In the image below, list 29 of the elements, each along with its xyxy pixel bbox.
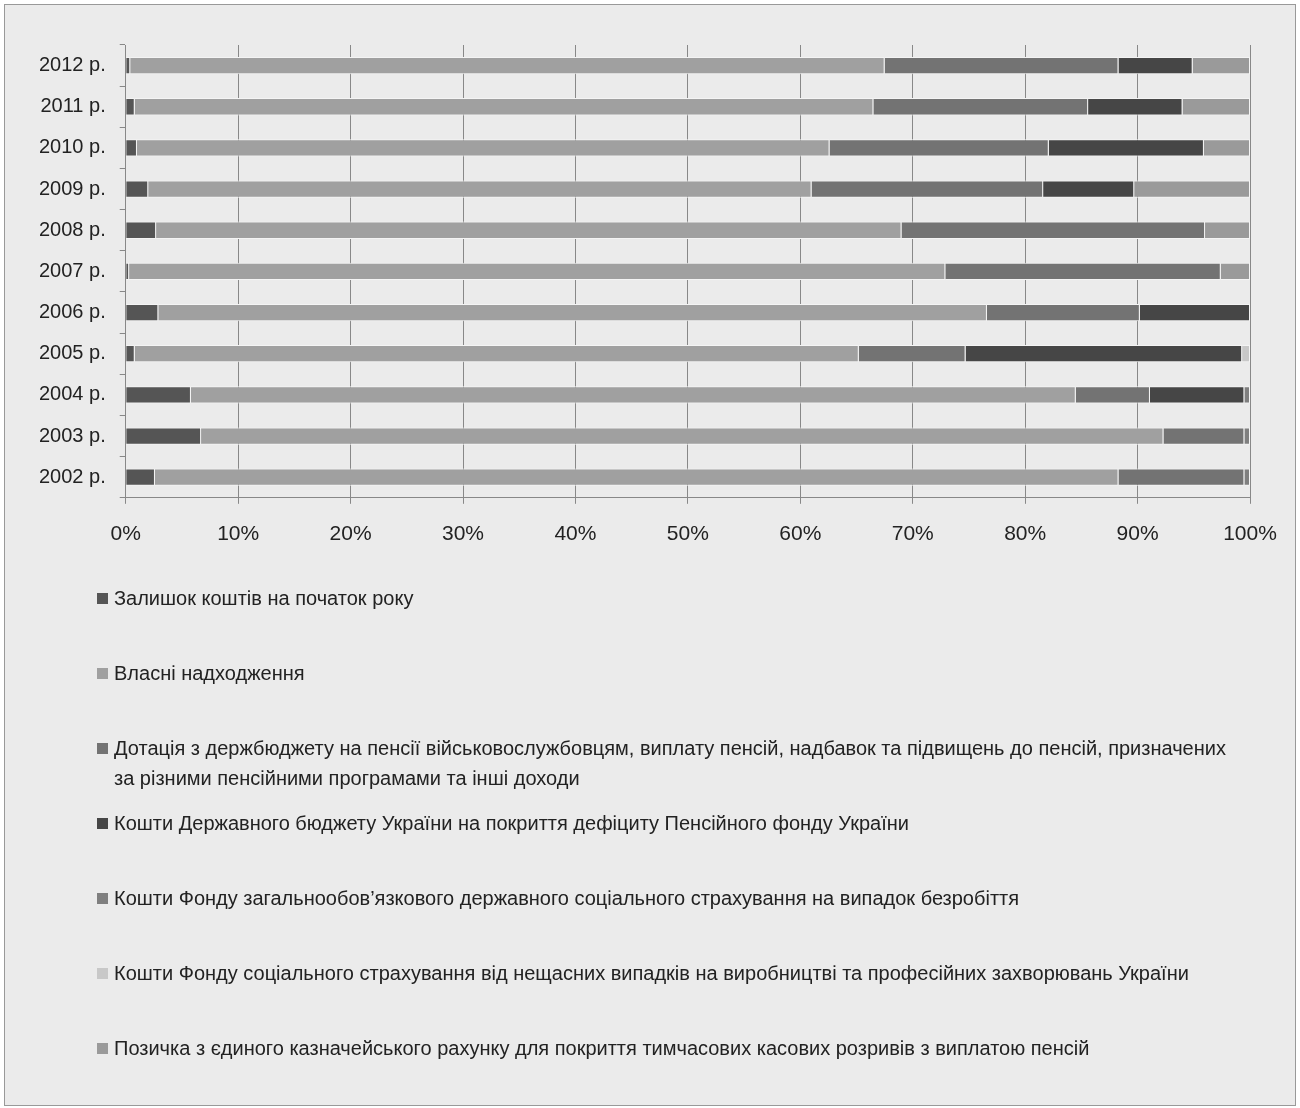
x-tick-label: 100%	[1223, 521, 1277, 545]
x-tick-label: 60%	[779, 521, 822, 545]
legend-label: Власні надходження	[114, 661, 305, 686]
x-tick-label: 80%	[1004, 521, 1047, 545]
y-tick-label: 2007 р.	[38, 258, 106, 281]
y-tick-label: 2011 р.	[40, 94, 106, 117]
legend-label: Позичка з єдиного казначейського рахунку для покриття тимчасових касових розривів з виплатою пенсій	[114, 1036, 1090, 1061]
y-tick-label: 2006 р.	[38, 300, 106, 323]
y-tick-label: 2010 р.	[38, 135, 106, 158]
y-tick-label: 2004 р.	[38, 382, 106, 405]
x-tick-label: 50%	[666, 521, 709, 545]
y-tick-label: 2009 р.	[38, 176, 106, 199]
y-tick-label: 2002 р.	[38, 464, 106, 487]
x-tick-label: 90%	[1116, 521, 1159, 545]
y-tick-label: 2012 р.	[38, 53, 106, 76]
x-tick-label: 0%	[110, 521, 141, 545]
x-tick-label: 30%	[441, 521, 485, 545]
y-tick-label: 2005 р.	[38, 341, 106, 364]
x-tick-label: 70%	[891, 521, 934, 545]
legend-label: Кошти Державного бюджету України на покриття дефіциту Пенсійного фонду України	[114, 811, 909, 836]
x-tick-label: 10%	[217, 521, 260, 545]
y-tick-label: 2003 р.	[38, 423, 106, 446]
x-tick-label: 40%	[554, 521, 597, 545]
y-tick-label: 2008 р.	[38, 217, 106, 240]
legend-label: Дотація з держбюджету на пенсії військовослужбовцям, виплату пенсій, надбавок та підвищень до пенсій, призначених за різними пенсійними програмами та інші доходи	[114, 736, 1227, 791]
legend-label: Залишок коштів на початок року	[114, 586, 414, 611]
legend-label: Кошти Фонду загальнообов’язкового державного соціального страхування на випадок безробіття	[114, 886, 1020, 911]
legend-label: Кошти Фонду соціального страхування від нещасних випадків на виробництві та професійних захворювань України	[114, 961, 1189, 986]
x-tick-label: 20%	[329, 521, 372, 545]
